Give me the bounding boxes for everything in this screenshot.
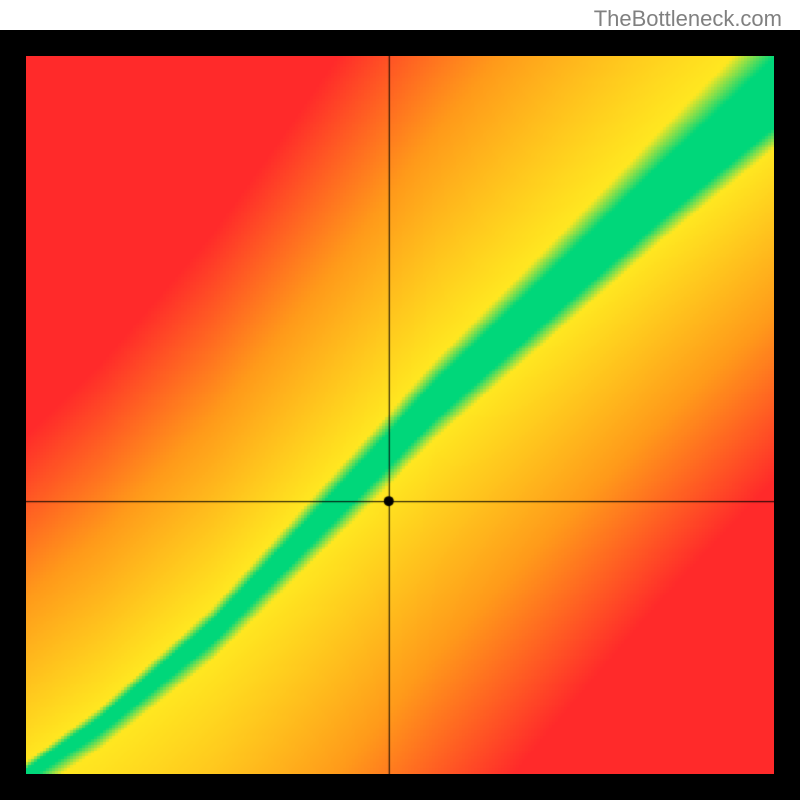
crosshair-overlay	[26, 56, 774, 774]
chart-container: TheBottleneck.com	[0, 0, 800, 800]
watermark-text: TheBottleneck.com	[594, 6, 782, 32]
